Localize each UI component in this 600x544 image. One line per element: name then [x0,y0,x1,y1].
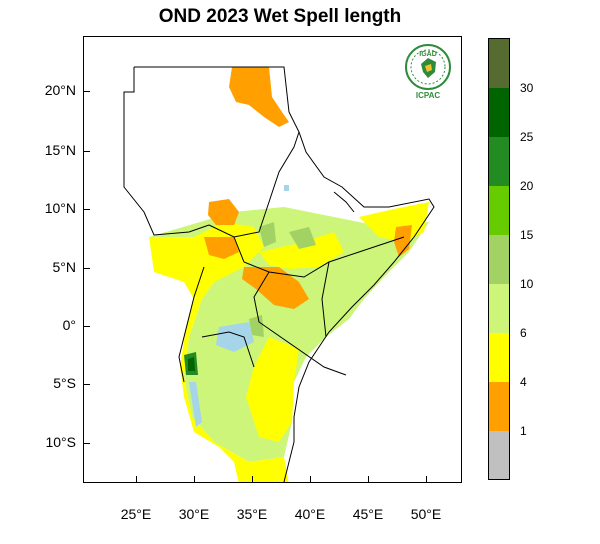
lon-label: 50°E [410,506,442,522]
lat-label: 10°S [45,434,76,450]
lon-tick [368,476,369,483]
lon-tick [426,476,427,483]
legend-label: 10 [520,277,534,291]
lon-label: 45°E [352,506,384,522]
region-1-4-kenya [242,267,309,309]
legend-swatch [489,186,509,235]
wet-spell-fields [149,67,429,482]
region-10-15-b [289,227,316,249]
region-4-6-west [149,222,289,482]
region-4-6-east [359,202,429,242]
legend-label: 15 [520,228,534,242]
legend-swatch [489,431,509,479]
lat-tick [83,91,90,92]
lat-label: 10°N [44,200,76,216]
border-uganda-drc [178,266,205,383]
map-canvas [123,66,435,482]
igad-icpac-logo: IGAD ICPAC [401,42,455,102]
lat-label: 5°N [52,259,77,275]
logo-emblem [405,44,451,90]
region-10-15-c [249,315,264,337]
region-1-4-north [229,67,289,127]
lon-label: 35°E [236,506,268,522]
border-kenya [253,271,347,376]
legend-label: 30 [520,81,534,95]
map-title: OND 2023 Wet Spell length [158,6,402,27]
lon-label: 30°E [178,506,210,522]
border-djibouti [333,191,355,213]
border-outer [134,66,435,482]
lat-label: 0° [62,317,76,333]
region-4-6-south [246,337,299,442]
lon-label: 25°E [120,506,152,522]
lon-tick [310,476,311,483]
lat-tick [83,268,90,269]
region-25-30 [188,357,195,371]
region-10-15-a [259,222,276,247]
legend-swatch [489,382,509,431]
lat-label: 20°N [44,82,76,98]
lon-label: 40°E [294,506,326,522]
country-borders [123,66,435,482]
lat-tick [83,443,90,444]
legend-colorbar [488,38,510,480]
border-tanzania-north [201,331,255,368]
lat-label: 5°S [53,375,76,391]
lake-tanganyika [189,382,202,427]
border-sudan-west [123,67,210,236]
lat-tick [83,384,90,385]
legend-label: 1 [520,424,527,438]
legend-swatch [489,137,509,186]
logo-bottom-text: ICPAC [415,91,441,100]
legend-swatch [489,88,509,137]
legend-label: 6 [520,326,527,340]
border-sudan-south [208,131,300,238]
lake-tana [284,185,289,191]
legend-swatch [489,39,509,88]
lon-tick [136,476,137,483]
lon-tick [194,476,195,483]
region-1-4-sudan [208,199,239,225]
logo-top-text: IGAD [419,51,437,58]
lat-tick [83,209,90,210]
legend-label: 4 [520,375,527,389]
lat-label: 15°N [44,142,76,158]
lake-victoria [216,322,254,352]
region-4-6-center [259,232,344,269]
legend-label: 20 [520,179,534,193]
lat-tick [83,326,90,327]
map-frame [83,36,462,483]
region-1-4-ssudan [204,237,239,259]
lon-tick [252,476,253,483]
legend-swatch [489,284,509,333]
border-ssudan [233,236,405,278]
lat-tick [83,151,90,152]
border-kenya-somalia [321,261,330,338]
legend-label: 25 [520,130,534,144]
legend-swatch [489,333,509,382]
legend-swatch [489,235,509,284]
region-1-4-somalia [394,225,412,257]
